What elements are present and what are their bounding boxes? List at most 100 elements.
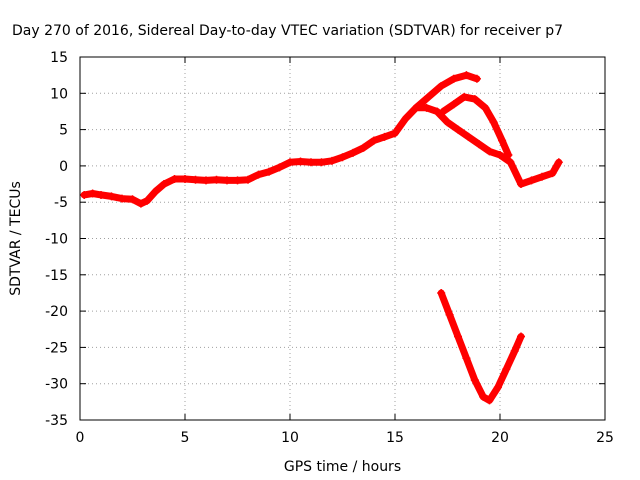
data-point: [181, 174, 189, 183]
x-tick-label: 20: [491, 430, 509, 446]
data-point: [485, 147, 494, 156]
data-point: [97, 190, 105, 199]
y-tick-label: -5: [54, 195, 68, 211]
y-tick-label: 15: [50, 50, 68, 66]
data-point: [223, 176, 231, 185]
y-tick-label: -10: [45, 232, 68, 248]
data-point: [502, 365, 511, 374]
data-point: [307, 158, 315, 167]
data-point: [275, 163, 284, 172]
data-point: [504, 151, 513, 160]
data-point: [517, 332, 525, 341]
data-point: [470, 376, 479, 385]
data-point: [454, 332, 462, 341]
y-tick-labels: 15 10 5 0 -5 -10 -15 -20 -25 -30 -35: [45, 50, 68, 429]
series-main-trace: [80, 103, 563, 208]
data-point: [449, 100, 458, 109]
data-point: [554, 158, 563, 167]
data-point: [212, 175, 221, 184]
data-point: [506, 158, 515, 167]
data-point: [151, 187, 160, 196]
data-point: [191, 175, 200, 184]
data-point: [359, 143, 368, 152]
data-point: [170, 174, 179, 183]
data-point: [422, 103, 431, 112]
series-band: [80, 104, 563, 208]
data-point: [107, 192, 116, 201]
data-point: [445, 310, 454, 319]
y-tick-label: -35: [45, 413, 68, 429]
data-point: [475, 140, 483, 149]
x-axis-label: GPS time / hours: [284, 459, 401, 475]
data-point: [479, 392, 488, 401]
x-tick-label: 25: [596, 430, 614, 446]
data-point: [244, 175, 252, 184]
data-point: [412, 103, 420, 112]
axis-ticks: [79, 56, 606, 421]
data-point: [254, 170, 263, 179]
data-point: [489, 118, 498, 127]
x-tick-label: 15: [386, 430, 404, 446]
series-layer: [80, 71, 563, 405]
data-point: [88, 189, 97, 198]
data-point: [548, 169, 557, 178]
data-point: [462, 354, 471, 363]
series-upper-branch-b: [439, 92, 513, 160]
data-point: [160, 180, 168, 189]
grid-lines: [80, 57, 605, 420]
data-point: [136, 199, 145, 208]
data-point: [317, 158, 326, 167]
data-point: [233, 176, 242, 185]
data-point: [439, 107, 448, 116]
x-tick-label: 5: [181, 430, 190, 446]
data-point: [517, 180, 525, 189]
data-point: [380, 132, 389, 141]
y-tick-label: -25: [45, 340, 68, 356]
data-point: [496, 151, 504, 160]
y-tick-label: -30: [45, 377, 68, 393]
data-point: [472, 74, 481, 83]
y-tick-label: 5: [59, 123, 68, 139]
data-point: [460, 92, 469, 101]
data-point: [128, 195, 137, 204]
data-point: [370, 136, 378, 145]
series-lower-trace: [437, 288, 525, 405]
data-point: [538, 172, 546, 181]
data-point: [470, 95, 479, 104]
data-point: [328, 156, 336, 165]
data-point: [401, 114, 410, 123]
data-point: [464, 132, 473, 141]
data-point: [443, 118, 452, 127]
data-point: [265, 167, 273, 176]
data-point: [510, 347, 519, 356]
y-tick-label: -20: [45, 304, 68, 320]
series-band: [439, 93, 512, 159]
data-point: [527, 176, 536, 185]
chart-title: Day 270 of 2016, Sidereal Day-to-day VTE…: [12, 23, 563, 39]
x-tick-labels: 0 5 10 15 20 25: [76, 430, 614, 446]
data-point: [80, 190, 89, 199]
data-point: [498, 136, 507, 145]
data-point: [449, 74, 458, 83]
data-point: [493, 383, 502, 392]
data-point: [462, 71, 471, 80]
y-tick-label: -15: [45, 268, 68, 284]
x-tick-label: 0: [76, 430, 85, 446]
data-point: [202, 176, 210, 185]
series-upper-branch-a: [412, 71, 481, 112]
data-point: [437, 82, 446, 91]
data-point: [349, 148, 357, 157]
y-tick-label: 10: [50, 86, 68, 102]
data-point: [454, 125, 462, 134]
data-point: [437, 288, 446, 297]
data-point: [286, 158, 294, 167]
data-point: [338, 153, 347, 162]
data-point: [143, 196, 152, 205]
y-axis-label: SDTVAR / TECUs: [8, 181, 24, 296]
data-point: [296, 157, 305, 166]
data-point: [485, 396, 494, 405]
data-point: [118, 194, 126, 203]
data-point: [391, 129, 399, 138]
